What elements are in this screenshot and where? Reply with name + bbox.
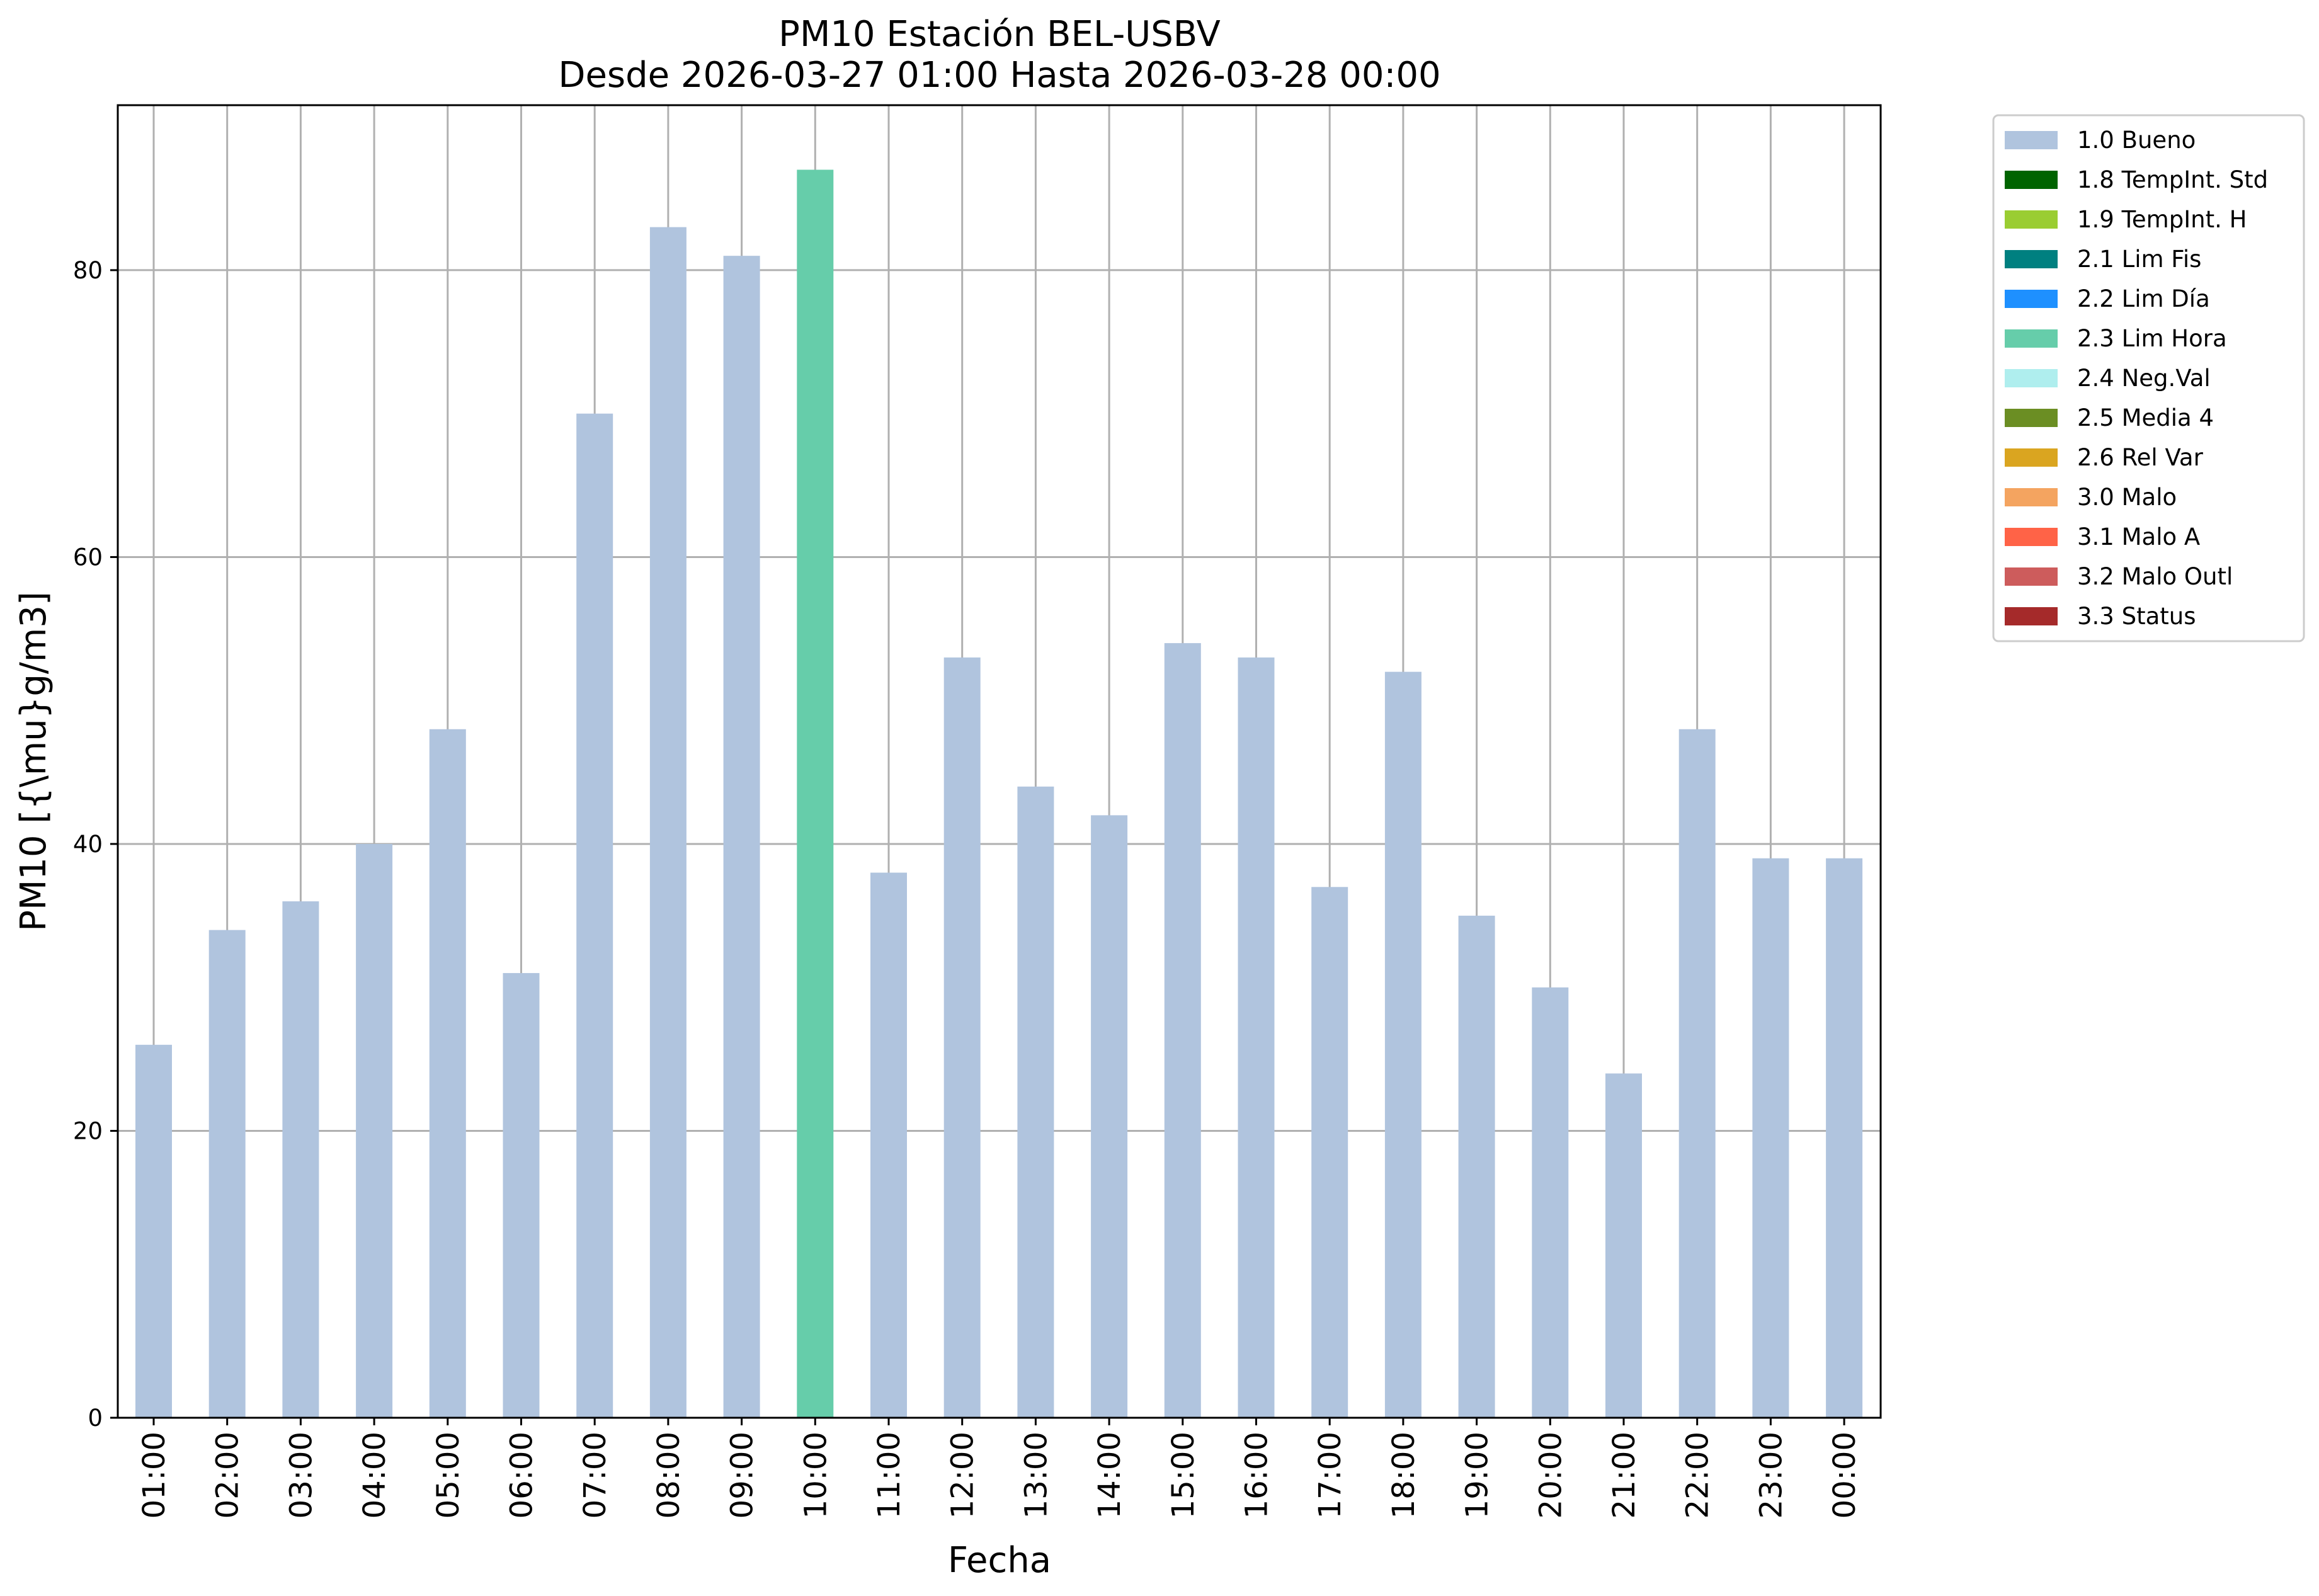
legend-swatch	[2005, 369, 2058, 387]
x-tick-label: 06:00	[504, 1432, 540, 1519]
y-tick-label: 60	[73, 544, 103, 571]
y-axis-label: PM10 [{\mu}g/m3]	[13, 591, 54, 932]
legend-label: 1.9 TempInt. H	[2077, 206, 2247, 233]
x-tick-label: 02:00	[210, 1432, 246, 1519]
x-axis-label: Fecha	[948, 1540, 1051, 1581]
x-tick-label: 13:00	[1018, 1432, 1054, 1519]
legend-label: 2.3 Lim Hora	[2077, 325, 2227, 352]
x-axis: 01:00 02:00 03:00 04:00 05:00 06:00 07:00 08:00…	[137, 1418, 1862, 1519]
y-tick-label: 40	[73, 831, 103, 858]
x-tick-label: 01:00	[137, 1432, 172, 1519]
legend-label: 2.1 Lim Fis	[2077, 246, 2201, 273]
legend-swatch	[2005, 409, 2058, 427]
chart-title: PM10 Estación BEL-USBV	[778, 14, 1221, 55]
bars	[135, 169, 1863, 1418]
y-tick-label: 80	[73, 257, 103, 284]
legend-label: 2.6 Rel Var	[2077, 444, 2204, 471]
legend-label: 2.2 Lim Día	[2077, 285, 2210, 312]
chart-subtitle: Desde 2026-03-27 01:00 Hasta 2026-03-28 …	[558, 55, 1440, 96]
bar-0200	[208, 930, 246, 1418]
x-tick-label: 03:00	[283, 1432, 319, 1519]
bar-1600	[1238, 657, 1275, 1418]
legend-swatch	[2005, 528, 2058, 546]
legend-swatch	[2005, 210, 2058, 229]
x-tick-label: 00:00	[1827, 1432, 1862, 1519]
bar-1400	[1091, 815, 1128, 1418]
plot-frame	[117, 104, 1882, 1419]
bar-1200	[943, 657, 981, 1418]
x-tick-label: 16:00	[1239, 1432, 1275, 1519]
legend-label: 2.5 Media 4	[2077, 404, 2214, 431]
y-tick-label: 0	[88, 1405, 103, 1432]
x-tick-label: 10:00	[798, 1432, 833, 1519]
y-axis: 0 20 40 60 80	[73, 257, 118, 1432]
legend-swatch	[2005, 488, 2058, 506]
x-tick-label: 15:00	[1166, 1432, 1201, 1519]
bar-0800	[649, 227, 687, 1418]
x-tick-label: 04:00	[357, 1432, 392, 1519]
x-tick-label: 18:00	[1386, 1432, 1422, 1519]
legend-label: 2.4 Neg.Val	[2077, 365, 2211, 392]
legend-swatch	[2005, 448, 2058, 467]
bar-0500	[429, 729, 466, 1418]
legend-swatch	[2005, 250, 2058, 268]
x-tick-label: 14:00	[1092, 1432, 1127, 1519]
x-tick-label: 19:00	[1460, 1432, 1495, 1519]
bar-1900	[1458, 915, 1495, 1418]
x-tick-label: 08:00	[651, 1432, 687, 1519]
legend-swatch	[2005, 131, 2058, 149]
legend-swatch	[2005, 329, 2058, 348]
bar-2000	[1532, 987, 1569, 1418]
x-tick-label: 21:00	[1607, 1432, 1642, 1519]
x-tick-label: 05:00	[431, 1432, 466, 1519]
bar-2100	[1605, 1073, 1642, 1418]
legend-swatch	[2005, 607, 2058, 625]
bar-0100	[135, 1044, 172, 1418]
legend-label: 3.0 Malo	[2077, 484, 2177, 511]
legend: 1.0 Bueno 1.8 TempInt. Std 1.9 TempInt. H 2…	[1992, 114, 2305, 642]
legend-swatch	[2005, 290, 2058, 308]
bar-2300	[1752, 858, 1789, 1418]
bar-0900	[723, 256, 760, 1418]
x-tick-label: 11:00	[872, 1432, 907, 1519]
x-tick-label: 17:00	[1313, 1432, 1348, 1519]
x-tick-label: 12:00	[945, 1432, 981, 1519]
bar-0700	[576, 413, 613, 1418]
bar-1300	[1017, 786, 1054, 1418]
x-tick-label: 09:00	[725, 1432, 760, 1519]
bar-2200	[1678, 729, 1716, 1418]
bar-1700	[1311, 887, 1348, 1418]
legend-label: 3.1 Malo A	[2077, 523, 2200, 550]
legend-label: 1.8 TempInt. Std	[2077, 166, 2268, 193]
legend-label: 1.0 Bueno	[2077, 127, 2196, 154]
y-tick-label: 20	[73, 1117, 103, 1144]
legend-label: 3.2 Malo Outl	[2077, 563, 2233, 590]
x-tick-label: 20:00	[1533, 1432, 1568, 1519]
legend-swatch	[2005, 171, 2058, 189]
bar-1800	[1384, 671, 1422, 1418]
legend-swatch	[2005, 567, 2058, 586]
x-tick-label: 23:00	[1753, 1432, 1789, 1519]
bar-0600	[503, 972, 540, 1418]
x-tick-label: 07:00	[578, 1432, 613, 1519]
x-tick-label: 22:00	[1680, 1432, 1716, 1519]
bar-1100	[870, 872, 907, 1418]
legend-label: 3.3 Status	[2077, 603, 2196, 630]
bar-1000	[797, 169, 834, 1418]
bar-1500	[1164, 643, 1201, 1418]
legend-frame	[1992, 114, 2305, 642]
bar-0300	[282, 901, 319, 1418]
bar-0400	[356, 843, 393, 1418]
bar-0000	[1826, 858, 1863, 1418]
